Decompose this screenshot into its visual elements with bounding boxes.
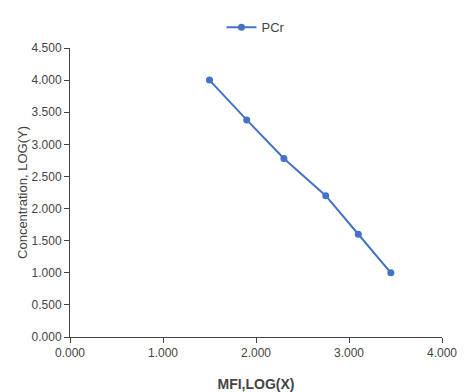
svg-text:3.000: 3.000 (334, 346, 364, 360)
svg-text:4.000: 4.000 (427, 346, 457, 360)
svg-text:PCr: PCr (262, 20, 285, 35)
svg-text:1.500: 1.500 (32, 234, 62, 248)
svg-text:1.000: 1.000 (148, 346, 178, 360)
svg-text:3.500: 3.500 (32, 105, 62, 119)
svg-text:4.500: 4.500 (32, 41, 62, 55)
svg-text:0.500: 0.500 (32, 298, 62, 312)
svg-text:1.000: 1.000 (32, 266, 62, 280)
svg-text:2.000: 2.000 (32, 202, 62, 216)
svg-text:2.500: 2.500 (32, 170, 62, 184)
svg-text:4.000: 4.000 (32, 73, 62, 87)
svg-text:2.000: 2.000 (241, 346, 271, 360)
svg-text:0.000: 0.000 (55, 346, 85, 360)
svg-text:Concentration, LOG(Y): Concentration, LOG(Y) (15, 126, 30, 259)
svg-text:0.000: 0.000 (32, 330, 62, 344)
svg-text:MFI,LOG(X): MFI,LOG(X) (218, 376, 295, 392)
svg-text:3.000: 3.000 (32, 138, 62, 152)
